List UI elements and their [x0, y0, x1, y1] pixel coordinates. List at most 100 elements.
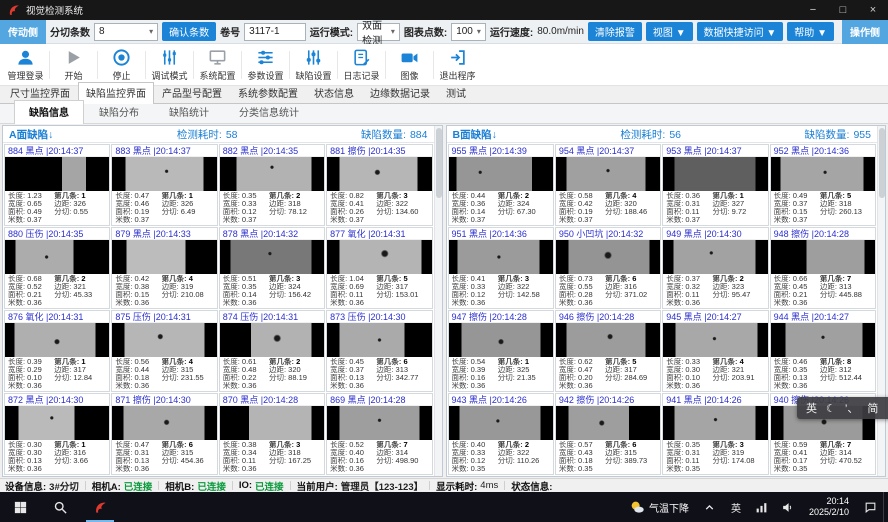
chart-points-select[interactable]: 100 ▾: [451, 22, 486, 41]
roll-number-input[interactable]: 3117-1: [244, 22, 306, 41]
defect-card[interactable]: 944 黑点 |20:14:27 长度: 0.46 宽度: 0.35 面积: 0.13…: [769, 310, 876, 392]
defect-image[interactable]: [5, 157, 110, 191]
input-language-indicator[interactable]: 英: [730, 503, 741, 515]
view-menu-button[interactable]: 视图 ▼: [645, 22, 693, 41]
defect-image[interactable]: [219, 323, 325, 357]
defect-card-title[interactable]: 944 黑点 |20:14:27: [770, 311, 875, 323]
defect-card[interactable]: 881 擦伤 |20:14:35 长度: 0.82 宽度: 0.41 面积: 0.26…: [326, 144, 433, 226]
defect-card-title[interactable]: 878 黑点 |20:14:32: [219, 228, 325, 240]
main-tab-edge-data-record[interactable]: 边缘数据记录: [370, 89, 430, 100]
defect-card-title[interactable]: 882 黑点 |20:14:35: [219, 145, 325, 157]
defect-card-title[interactable]: 877 氧化 |20:14:31: [327, 228, 432, 240]
defect-card[interactable]: 953 黑点 |20:14:37 长度: 0.36 宽度: 0.31 面积: 0.11…: [662, 144, 769, 226]
confirm-count-button[interactable]: 确认条数: [162, 22, 217, 41]
defect-card[interactable]: 883 黑点 |20:14:37 长度: 0.47 宽度: 0.46 面积: 0.19…: [111, 144, 218, 226]
defect-card-title[interactable]: 951 黑点 |20:14:36: [448, 228, 553, 240]
defect-card[interactable]: 955 黑点 |20:14:39 长度: 0.44 宽度: 0.36 面积: 0.14…: [447, 144, 554, 226]
defect-image[interactable]: [327, 240, 432, 274]
defect-card-title[interactable]: 879 黑点 |20:14:33: [112, 228, 217, 240]
defect-card[interactable]: 882 黑点 |20:14:35 长度: 0.35 宽度: 0.33 面积: 0.12…: [218, 144, 326, 226]
defect-image[interactable]: [327, 406, 432, 440]
defect-image[interactable]: [555, 323, 661, 357]
show-desktop-button[interactable]: [883, 492, 888, 522]
defect-card-title[interactable]: 874 压伤 |20:14:31: [219, 311, 325, 323]
defect-card-title[interactable]: 947 擦伤 |20:14:28: [448, 311, 553, 323]
defect-image[interactable]: [448, 240, 553, 274]
defect-image[interactable]: [5, 323, 110, 357]
defect-card-title[interactable]: 943 黑点 |20:14:26: [448, 394, 553, 406]
defect-image[interactable]: [770, 323, 875, 357]
defect-card-title[interactable]: 953 黑点 |20:14:37: [663, 145, 768, 157]
defect-card[interactable]: 952 黑点 |20:14:36 长度: 0.49 宽度: 0.37 面积: 0.15…: [769, 144, 876, 226]
defect-card[interactable]: 950 小凹坑 |20:14:32 长度: 0.73 宽度: 0.55 面积: 0.2…: [554, 227, 662, 309]
defect-image[interactable]: [555, 240, 661, 274]
ime-punctuation[interactable]: ’、: [844, 403, 859, 415]
system-config-button[interactable]: 系统配置: [194, 48, 241, 82]
defect-image[interactable]: [327, 157, 432, 191]
ime-moon-icon[interactable]: ☾: [826, 402, 836, 415]
defect-card-title[interactable]: 952 黑点 |20:14:36: [770, 145, 875, 157]
defect-card-title[interactable]: 884 黑点 |20:14:37: [5, 145, 110, 157]
start-button[interactable]: [0, 492, 40, 522]
maximize-button[interactable]: □: [839, 4, 847, 16]
main-tab-test[interactable]: 测试: [446, 89, 466, 100]
ime-lang-en[interactable]: 英: [806, 403, 817, 415]
defect-card[interactable]: 876 氧化 |20:14:31 长度: 0.39 宽度: 0.29 面积: 0.10…: [4, 310, 111, 392]
defect-card-title[interactable]: 949 黑点 |20:14:30: [663, 228, 768, 240]
debug-mode-button[interactable]: 调试模式: [146, 48, 193, 82]
main-tab-status-info[interactable]: 状态信息: [314, 89, 354, 100]
param-settings-button[interactable]: 参数设置: [242, 48, 289, 82]
sub-tab-defect-info[interactable]: 缺陷信息: [14, 100, 84, 124]
defect-image[interactable]: [663, 157, 768, 191]
main-tab-defect-monitor[interactable]: 缺陷监控界面: [78, 82, 154, 104]
defect-card[interactable]: 884 黑点 |20:14:37 长度: 1.23 宽度: 0.65 面积: 0.49…: [4, 144, 111, 226]
defect-card-title[interactable]: 872 黑点 |20:14:30: [5, 394, 110, 406]
defect-card[interactable]: 941 黑点 |20:14:26 长度: 0.35 宽度: 0.31 面积: 0.11…: [662, 393, 769, 475]
defect-card[interactable]: 875 压伤 |20:14:31 长度: 0.56 宽度: 0.44 面积: 0.18…: [111, 310, 218, 392]
defect-image[interactable]: [112, 157, 217, 191]
defect-card[interactable]: 947 擦伤 |20:14:28 长度: 0.54 宽度: 0.39 面积: 0.16…: [447, 310, 554, 392]
defect-card[interactable]: 871 擦伤 |20:14:30 长度: 0.47 宽度: 0.31 面积: 0.13…: [111, 393, 218, 475]
clear-alarm-button[interactable]: 清除报警: [587, 22, 642, 41]
defect-image[interactable]: [219, 157, 325, 191]
tray-overflow-button[interactable]: [697, 492, 723, 522]
defect-image[interactable]: [448, 406, 553, 440]
slit-count-select[interactable]: 8 ▾: [94, 22, 159, 41]
defect-card-title[interactable]: 870 黑点 |20:14:28: [219, 394, 325, 406]
defect-image[interactable]: [770, 240, 875, 274]
defect-image[interactable]: [327, 323, 432, 357]
defect-image[interactable]: [448, 157, 553, 191]
defect-card-title[interactable]: 869 黑点 |20:14:28: [327, 394, 432, 406]
data-quick-access-menu-button[interactable]: 数据快捷访问 ▼: [696, 22, 784, 41]
defect-card-title[interactable]: 955 黑点 |20:14:39: [448, 145, 553, 157]
log-record-button[interactable]: 日志记录: [338, 48, 385, 82]
defect-card[interactable]: 943 黑点 |20:14:26 长度: 0.40 宽度: 0.33 面积: 0.12…: [447, 393, 554, 475]
defect-card-title[interactable]: 945 黑点 |20:14:27: [663, 311, 768, 323]
defect-card[interactable]: 951 黑点 |20:14:36 长度: 0.41 宽度: 0.33 面积: 0.12…: [447, 227, 554, 309]
panel-scrollbar[interactable]: [877, 126, 885, 476]
defect-card-title[interactable]: 871 擦伤 |20:14:30: [112, 394, 217, 406]
operator-side-button[interactable]: 操作侧: [841, 19, 888, 44]
defect-image[interactable]: [112, 323, 217, 357]
defect-card[interactable]: 879 黑点 |20:14:33 长度: 0.42 宽度: 0.38 面积: 0.15…: [111, 227, 218, 309]
sub-tab-class-info-stats[interactable]: 分类信息统计: [239, 108, 299, 119]
defect-card-title[interactable]: 875 压伤 |20:14:31: [112, 311, 217, 323]
minimize-button[interactable]: −: [809, 4, 817, 16]
volume-tray-icon[interactable]: [775, 492, 801, 522]
action-center-button[interactable]: [857, 492, 883, 522]
defect-card[interactable]: 948 擦伤 |20:14:28 长度: 0.66 宽度: 0.45 面积: 0.21…: [769, 227, 876, 309]
defect-card-title[interactable]: 942 擦伤 |20:14:26: [555, 394, 661, 406]
defect-card[interactable]: 869 黑点 |20:14:28 长度: 0.52 宽度: 0.40 面积: 0.16…: [326, 393, 433, 475]
defect-image[interactable]: [663, 240, 768, 274]
taskbar-app-button[interactable]: [80, 492, 120, 522]
defect-card[interactable]: 942 擦伤 |20:14:26 长度: 0.57 宽度: 0.43 面积: 0.18…: [554, 393, 662, 475]
main-tab-system-param-config[interactable]: 系统参数配置: [238, 89, 298, 100]
run-mode-select[interactable]: 双面检测 ▾: [357, 21, 400, 47]
defect-card-title[interactable]: 948 擦伤 |20:14:28: [770, 228, 875, 240]
scrollbar-thumb[interactable]: [435, 128, 442, 198]
defect-card-title[interactable]: 954 黑点 |20:14:37: [555, 145, 661, 157]
defect-image[interactable]: [219, 240, 325, 274]
taskbar-clock[interactable]: 20:14 2025/2/10: [801, 492, 857, 522]
defect-settings-button[interactable]: 缺陷设置: [290, 48, 337, 82]
taskbar-weather[interactable]: 气温下降: [621, 492, 697, 522]
